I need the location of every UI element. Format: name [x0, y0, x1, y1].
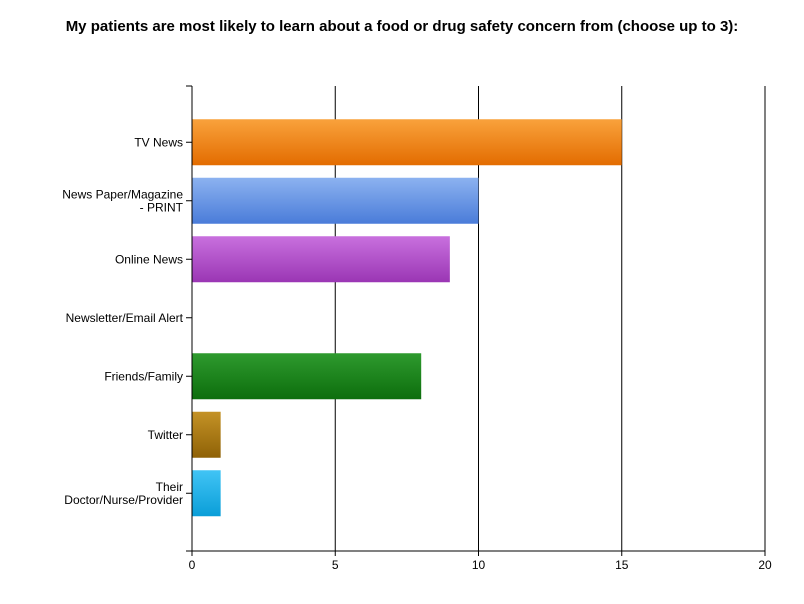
- bar-6: [192, 470, 221, 517]
- category-label: Friends/Family: [104, 369, 183, 383]
- bar-5: [192, 411, 221, 458]
- x-tick-label: 20: [758, 558, 772, 572]
- x-tick-label: 0: [189, 558, 196, 572]
- category-label: Twitter: [148, 428, 183, 442]
- bar-1: [192, 177, 479, 224]
- category-label: TV News: [134, 135, 183, 149]
- x-tick-label: 15: [615, 558, 629, 572]
- category-label: - PRINT: [140, 200, 184, 214]
- category-label: Doctor/Nurse/Provider: [64, 493, 183, 507]
- bar-4: [192, 353, 422, 400]
- x-tick-label: 5: [332, 558, 339, 572]
- category-label: Their: [156, 480, 183, 494]
- category-label: News Paper/Magazine: [62, 187, 183, 201]
- bar-0: [192, 119, 622, 166]
- bar-2: [192, 236, 450, 283]
- chart-title: My patients are most likely to learn abo…: [65, 18, 739, 35]
- category-label: Newsletter/Email Alert: [66, 311, 184, 325]
- x-tick-label: 10: [472, 558, 486, 572]
- category-label: Online News: [115, 252, 183, 266]
